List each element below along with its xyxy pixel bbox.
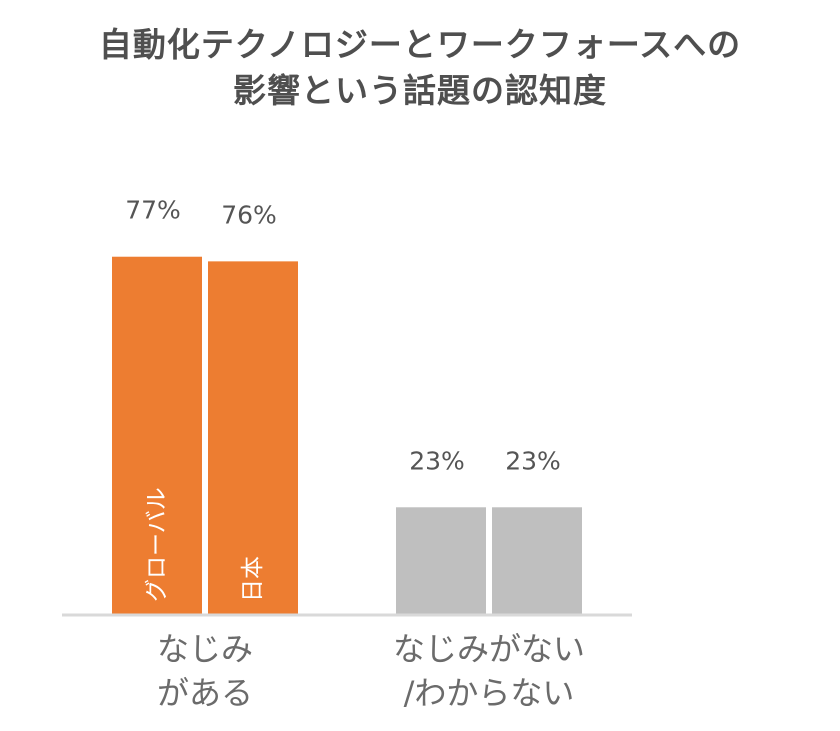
bar-familiar-series-1: [112, 256, 202, 614]
chart-title-line-2: 影響という話題の認知度: [233, 71, 607, 110]
value-label-familiar-series-2: 76%: [221, 200, 277, 229]
value-label-unfamiliar-series-2: 23%: [505, 446, 561, 475]
series-label-1: グローバル: [144, 487, 170, 602]
value-label-familiar-series-1: 77%: [125, 196, 181, 225]
series-label-2: 日本: [240, 556, 266, 602]
chart-title-line-1: 自動化テクノロジーとワークフォースへの: [98, 25, 742, 64]
category-label-unfamiliar: なじみがない/わからない: [393, 630, 585, 712]
bar-unfamiliar-series-1: [396, 507, 486, 614]
value-label-unfamiliar-series-1: 23%: [409, 446, 465, 475]
bar-unfamiliar-series-2: [492, 507, 582, 614]
chart-title: 自動化テクノロジーとワークフォースへの 影響という話題の認知度: [0, 22, 840, 114]
category-label-familiar: なじみがある: [157, 630, 253, 712]
bar-familiar-series-2: [208, 261, 298, 614]
